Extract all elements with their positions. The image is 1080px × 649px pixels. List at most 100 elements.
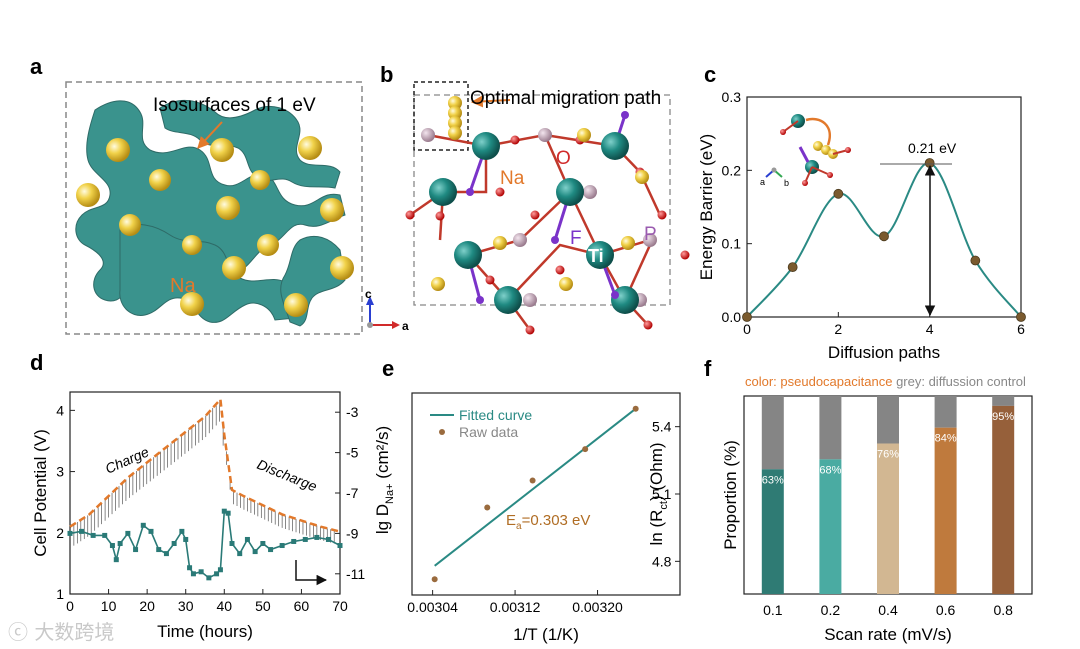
lgD-point — [90, 532, 96, 538]
raw-point — [582, 446, 589, 453]
na-atoms-a — [76, 136, 354, 317]
x-tick-label: 60 — [294, 598, 310, 614]
panel-f: color: pseudocapacitance grey: diffussio… — [721, 374, 1033, 644]
energy-point — [742, 312, 752, 322]
bar-diffusion — [761, 396, 784, 470]
o-label: O — [556, 148, 571, 169]
lgD-point — [125, 530, 131, 536]
inset-axis-b: b — [784, 178, 789, 188]
x-tick-label: 0.6 — [936, 602, 956, 618]
panel-e-axes — [411, 392, 681, 596]
p-atoms — [421, 128, 657, 307]
lgD-point — [244, 536, 250, 542]
bar-value-label: 84% — [935, 433, 957, 445]
panel-label-a: a — [30, 54, 43, 79]
panel-e-xlabel: 1/T (1/K) — [513, 625, 579, 644]
panel-c: 0 2 4 6 0.0 0.1 0.2 0.3 0.21 eV a b — [697, 89, 1026, 362]
axis-c-label: c — [365, 287, 372, 301]
lgD-point — [314, 534, 320, 540]
y-tick-label: 3 — [56, 464, 64, 480]
bar-diffusion — [992, 396, 1015, 406]
lgD-point — [183, 536, 189, 542]
bar-value-label: 95% — [992, 411, 1014, 423]
na-label-b: Na — [500, 168, 525, 189]
bar-pseudocapacitance — [934, 427, 957, 594]
panel-f-ticks: 0.1 0.2 0.4 0.6 0.8 — [763, 602, 1013, 618]
y-tick-label: 0.3 — [722, 89, 742, 105]
x-tick-label: 0.1 — [763, 602, 783, 618]
x-tick-label: 0.00312 — [490, 599, 541, 615]
y2-tick-label: -5 — [346, 445, 359, 461]
panel-d-ticks: 0 10 20 30 40 50 60 70 1 2 3 4 -3 -5 -7 -9 -11 — [56, 402, 365, 614]
y2-tick-label: 4.8 — [652, 553, 672, 569]
x-tick-label: 20 — [139, 598, 155, 614]
na-atoms-b — [431, 96, 649, 291]
x-tick-label: 30 — [178, 598, 194, 614]
lgD-point — [163, 551, 169, 557]
legend-fit-label: Fitted curve — [459, 407, 532, 423]
panel-f-xlabel: Scan rate (mV/s) — [824, 625, 952, 644]
panel-e-y2label: ln (Rct) (Ohm) — [647, 442, 670, 545]
activation-energy: Ea=0.303 eV — [506, 512, 590, 532]
bar-pseudocapacitance — [992, 405, 1015, 594]
lgD-point — [109, 543, 115, 549]
lgD-point — [302, 536, 308, 542]
raw-points — [431, 405, 639, 583]
y2-tick-label: -11 — [346, 566, 365, 582]
bar-diffusion — [934, 396, 957, 428]
panel-label-b: b — [380, 62, 393, 87]
y2-tick-label: -3 — [346, 404, 359, 420]
legend-raw-swatch — [439, 429, 445, 435]
lgD-point — [237, 551, 243, 557]
panel-label-f: f — [704, 356, 712, 381]
lgD-point — [171, 541, 177, 546]
panel-label-e: e — [382, 356, 394, 381]
panel-c-axes — [746, 96, 1022, 318]
panel-f-title: color: pseudocapacitance grey: diffussio… — [745, 374, 1026, 389]
lgD-point — [268, 547, 274, 553]
f-atoms — [466, 111, 629, 304]
x-tick-label: 0.00320 — [572, 599, 623, 615]
y-tick-label: 0.0 — [722, 309, 742, 325]
y2-tick-label: -7 — [346, 485, 359, 501]
panel-d-axes — [69, 391, 341, 595]
y-tick-label: 1 — [56, 586, 64, 602]
panel-label-d: d — [30, 350, 43, 375]
ti-label: Ti — [588, 246, 604, 266]
lgD-point — [79, 528, 85, 534]
lgD-point — [214, 571, 220, 577]
lgD-point — [325, 536, 331, 542]
panel-f-ylabel: Proportion (%) — [721, 440, 740, 550]
panel-label-c: c — [704, 62, 716, 87]
panel-d-xlabel: Time (hours) — [157, 622, 253, 641]
y2-tick-label: -9 — [346, 525, 359, 541]
panel-d-ylabel: Cell Potential (V) — [31, 429, 50, 557]
lgD-points — [67, 508, 343, 581]
energy-point — [970, 255, 981, 266]
raw-point — [529, 477, 536, 484]
p-label: P — [644, 224, 657, 245]
lgD-point — [225, 510, 231, 516]
panel-c-ticks: 0 2 4 6 0.0 0.1 0.2 0.3 — [722, 89, 1026, 337]
lgD-point — [133, 547, 139, 553]
lgD-point — [221, 508, 227, 514]
panel-a-frame — [65, 81, 363, 335]
migration-arrow — [470, 95, 511, 108]
panel-b: Optimal migration path Na O F Ti P c a — [365, 81, 690, 335]
y-tick-label: 4 — [56, 402, 64, 418]
lgD-point — [187, 565, 193, 571]
lgD-point — [198, 569, 204, 575]
barrier-annotation: 0.21 eV — [908, 140, 957, 156]
na-label-a: Na — [170, 275, 196, 297]
lgD-point — [229, 541, 235, 546]
axis-direction-arrow — [295, 560, 328, 586]
bar-value-label: 68% — [819, 464, 841, 476]
charge-label: Charge — [103, 443, 152, 476]
x-tick-label: 50 — [255, 598, 271, 614]
f-label: F — [570, 228, 582, 249]
lgD-point — [291, 538, 297, 544]
isosurface-label: Isosurfaces of 1 eV — [153, 95, 316, 116]
x-tick-label: 70 — [332, 598, 348, 614]
raw-point — [484, 504, 491, 511]
